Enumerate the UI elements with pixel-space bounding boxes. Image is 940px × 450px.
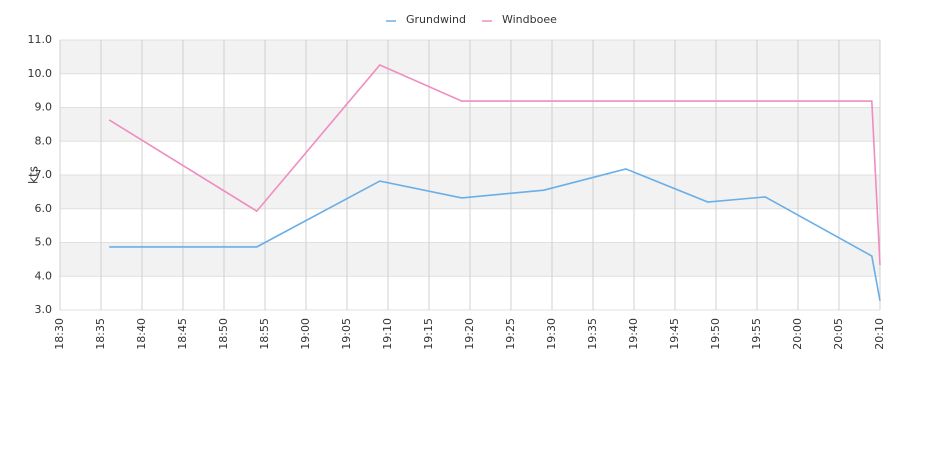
y-tick-label: 3.0 [35,303,53,316]
x-tick-label: 18:55 [258,318,271,350]
x-tick-label: 19:25 [504,318,517,350]
x-tick-label: 19:30 [545,318,558,350]
x-tick-label: 19:35 [586,318,599,350]
y-tick-label: 6.0 [35,202,53,215]
x-tick-label: 19:00 [299,318,312,350]
x-tick-label: 18:35 [94,318,107,350]
x-tick-label: 18:40 [135,318,148,350]
y-tick-label: 10.0 [28,67,53,80]
legend-label: Windboee [502,13,557,26]
x-tick-label: 19:20 [463,318,476,350]
legend-label: Grundwind [406,13,466,26]
y-tick-label: 8.0 [35,134,53,147]
y-tick-label: 9.0 [35,101,53,114]
x-tick-label: 19:15 [422,318,435,350]
x-tick-label: 19:05 [340,318,353,350]
series-line [109,168,881,302]
x-tick-label: 18:30 [53,318,66,350]
x-tick-label: 19:10 [381,318,394,350]
x-tick-label: 19:40 [627,318,640,350]
x-tick-label: 20:00 [791,318,804,350]
x-tick-label: 19:45 [668,318,681,350]
y-axis-label: kts [27,166,41,184]
x-tick-label: 18:50 [217,318,230,350]
x-tick-label: 19:55 [750,318,763,350]
y-tick-label: 11.0 [28,33,53,46]
x-tick-label: 18:45 [176,318,189,350]
y-tick-label: 7.0 [35,168,53,181]
x-tick-label: 20:10 [873,318,886,350]
y-tick-label: 4.0 [35,269,53,282]
y-tick-label: 5.0 [35,236,53,249]
x-tick-label: 20:05 [832,318,845,350]
x-tick-label: 19:50 [709,318,722,350]
series-line [108,64,881,266]
legend: Grundwind Windboee [386,13,557,26]
